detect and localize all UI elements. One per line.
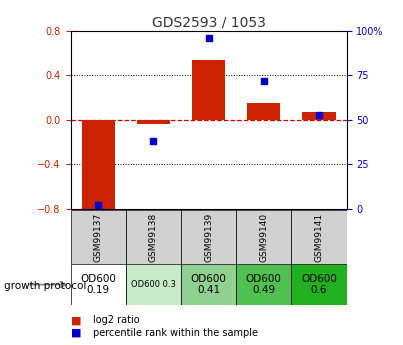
Text: GSM99138: GSM99138 bbox=[149, 213, 158, 262]
Text: GSM99137: GSM99137 bbox=[93, 213, 103, 262]
Text: GSM99141: GSM99141 bbox=[314, 213, 324, 262]
Text: ■: ■ bbox=[71, 315, 85, 325]
Bar bbox=[181, 210, 236, 264]
Bar bbox=[236, 210, 291, 264]
Bar bbox=[302, 112, 336, 120]
Text: OD600
0.41: OD600 0.41 bbox=[191, 274, 226, 295]
Bar bbox=[81, 120, 115, 211]
Text: GSM99140: GSM99140 bbox=[259, 213, 268, 262]
Bar bbox=[71, 264, 126, 305]
Text: percentile rank within the sample: percentile rank within the sample bbox=[93, 328, 258, 338]
Bar bbox=[192, 60, 225, 120]
Point bbox=[316, 112, 322, 117]
Text: log2 ratio: log2 ratio bbox=[93, 315, 139, 325]
Bar bbox=[71, 210, 126, 264]
Bar bbox=[126, 210, 181, 264]
Text: ■: ■ bbox=[71, 328, 85, 338]
Text: OD600
0.6: OD600 0.6 bbox=[301, 274, 337, 295]
Text: OD600 0.3: OD600 0.3 bbox=[131, 280, 176, 289]
Bar bbox=[236, 264, 291, 305]
Point bbox=[261, 78, 267, 83]
Title: GDS2593 / 1053: GDS2593 / 1053 bbox=[152, 16, 266, 30]
Bar bbox=[291, 210, 347, 264]
Bar bbox=[291, 264, 347, 305]
Bar bbox=[181, 264, 236, 305]
Text: OD600
0.19: OD600 0.19 bbox=[80, 274, 116, 295]
Point bbox=[150, 138, 156, 144]
Bar bbox=[137, 120, 170, 124]
Bar bbox=[126, 264, 181, 305]
Text: OD600
0.49: OD600 0.49 bbox=[246, 274, 282, 295]
Text: growth protocol: growth protocol bbox=[4, 281, 86, 290]
Text: GSM99139: GSM99139 bbox=[204, 213, 213, 262]
Bar bbox=[247, 103, 280, 120]
Point bbox=[206, 36, 212, 41]
Point bbox=[95, 203, 102, 208]
